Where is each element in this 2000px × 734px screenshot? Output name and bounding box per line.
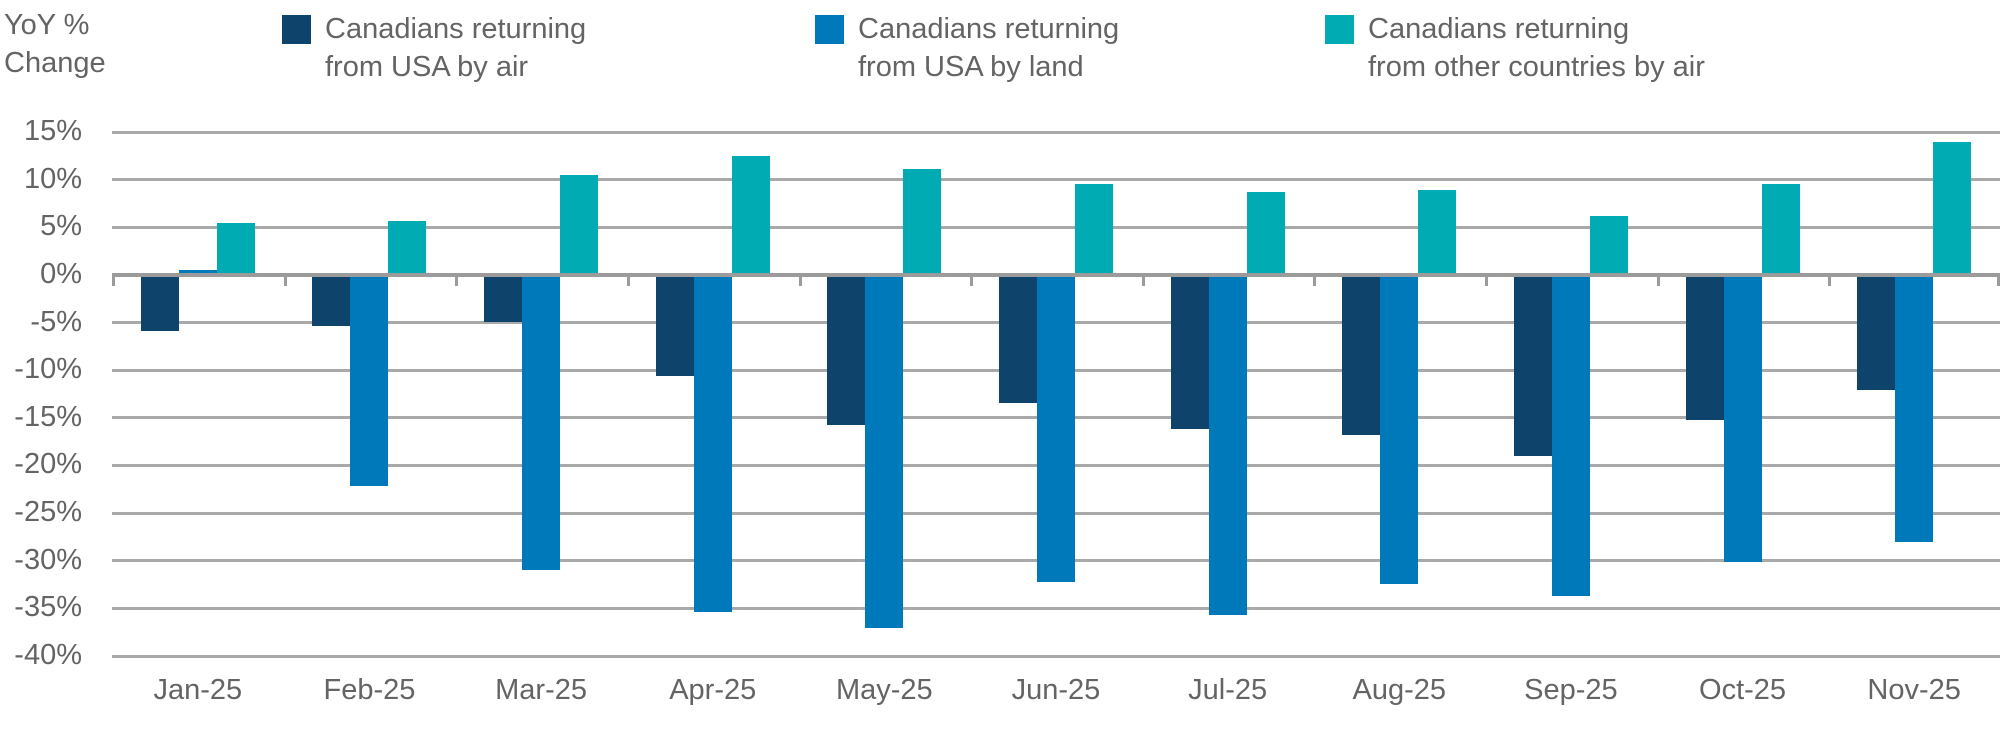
x-axis-tick-label: Mar-25 <box>495 674 587 706</box>
y-axis-tick-label: -5% <box>30 305 82 338</box>
x-axis-tick-label: May-25 <box>835 674 933 706</box>
x-axis-tick <box>626 274 630 286</box>
bar <box>1551 274 1590 596</box>
bar <box>1761 184 1800 275</box>
bar <box>1418 190 1457 275</box>
bar <box>1857 274 1896 391</box>
legend-label-line: from other countries by air <box>1368 51 1705 83</box>
bar <box>560 174 599 275</box>
bar <box>388 220 427 275</box>
legend-label-line: from USA by air <box>325 51 529 83</box>
bar <box>655 274 694 376</box>
x-axis-tick-label: Jul-25 <box>1188 674 1268 706</box>
bar <box>731 155 770 275</box>
y-axis-tick-label: -15% <box>14 400 82 433</box>
legend-swatch-usa-air-icon <box>282 15 311 44</box>
x-axis-tick-label: Nov-25 <box>1867 674 1961 706</box>
y-axis-tick-label: -25% <box>14 496 82 529</box>
bar <box>522 274 561 571</box>
bar <box>1723 274 1762 562</box>
bar <box>1342 274 1381 435</box>
legend-label-usa-air: Canadians returning from USA by air <box>325 10 586 86</box>
y-axis-tick-label: -35% <box>14 591 82 624</box>
x-axis-tick-label: Aug-25 <box>1352 674 1447 706</box>
y-axis-title: YoY % Change <box>4 6 106 82</box>
bar <box>865 274 904 629</box>
legend-item-other-air: Canadians returning from other countries… <box>1325 10 1705 86</box>
legend-label-line: from USA by land <box>858 51 1084 83</box>
x-axis-tick <box>1828 274 1832 286</box>
gridline <box>112 178 2000 182</box>
bar <box>1170 274 1209 430</box>
x-axis-tick-label: Jun-25 <box>1011 674 1101 706</box>
legend-label-line: Canadians returning <box>858 13 1120 45</box>
x-axis-tick <box>798 274 802 286</box>
x-axis-tick-label: Sep-25 <box>1524 674 1618 706</box>
bar <box>1933 141 1972 275</box>
legend-label-other-air: Canadians returning from other countries… <box>1368 10 1705 86</box>
zero-axis-line <box>112 272 2000 277</box>
y-axis-tick-label: 0% <box>40 257 82 290</box>
bar <box>1685 274 1724 420</box>
legend-item-usa-air: Canadians returning from USA by air <box>282 10 586 86</box>
bar <box>350 274 389 487</box>
x-axis-tick <box>1313 274 1317 286</box>
bar <box>1075 184 1113 275</box>
legend-label-line: Canadians returning <box>325 13 587 45</box>
gridline <box>112 130 2000 134</box>
x-axis-tick <box>1997 274 2000 286</box>
x-axis-tick <box>970 274 974 286</box>
y-axis-tick-label: -30% <box>14 543 82 576</box>
x-axis-tick <box>283 274 287 286</box>
bar <box>312 274 351 327</box>
bar <box>693 274 732 613</box>
y-axis-tick-label: -10% <box>14 353 82 386</box>
x-axis-tick-label: Oct-25 <box>1699 674 1787 706</box>
y-axis-tick-label: -40% <box>14 639 82 671</box>
x-axis-tick <box>1656 274 1660 286</box>
bar <box>1589 215 1628 275</box>
legend-swatch-usa-land-icon <box>815 15 844 44</box>
bar <box>1513 274 1552 456</box>
bar <box>140 274 179 332</box>
bar <box>1895 274 1934 542</box>
gridline <box>112 225 2000 229</box>
bar <box>827 274 866 426</box>
y-axis-tick-label: 15% <box>23 115 82 147</box>
x-axis-tick <box>112 274 115 286</box>
bar <box>1037 274 1075 582</box>
legend-swatch-other-air-icon <box>1325 15 1354 44</box>
x-axis-tick-label: Apr-25 <box>669 674 757 706</box>
x-axis-tick <box>1485 274 1489 286</box>
bar <box>1246 192 1285 275</box>
bar <box>1208 274 1247 616</box>
plot-area: 15% 10% 5% 0% -5% -10% -15% -20% -25% -30% -35% -40… <box>0 115 2000 671</box>
bar <box>216 222 255 275</box>
legend-label-usa-land: Canadians returning from USA by land <box>858 10 1119 86</box>
bar <box>903 169 942 275</box>
y-axis-tick-label: -20% <box>14 448 82 481</box>
y-axis-tick-label: 10% <box>23 162 82 195</box>
y-axis-title-line2: Change <box>4 47 106 79</box>
x-axis-tick <box>1141 274 1145 286</box>
legend-item-usa-land: Canadians returning from USA by land <box>815 10 1119 86</box>
bar <box>999 274 1037 403</box>
x-axis-tick <box>455 274 459 286</box>
bar <box>484 274 523 322</box>
gridline <box>112 654 2000 658</box>
bar <box>178 270 217 275</box>
y-axis-title-line1: YoY % <box>4 9 90 41</box>
x-axis-tick-label: Feb-25 <box>323 674 416 706</box>
x-axis-tick-label: Jan-25 <box>153 674 243 706</box>
legend-label-line: Canadians returning <box>1368 13 1630 45</box>
y-axis-tick-label: 5% <box>40 210 82 243</box>
bar <box>1380 274 1419 584</box>
gridline <box>112 606 2000 610</box>
